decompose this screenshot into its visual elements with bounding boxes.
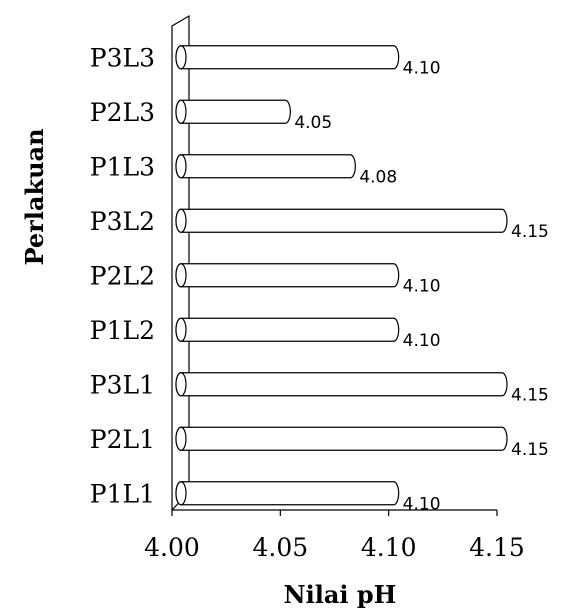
- bar-cap: [175, 481, 187, 506]
- data-label: 4.10: [403, 58, 441, 78]
- bar-cap: [175, 154, 187, 179]
- bar-cap: [175, 263, 187, 288]
- category-label: P3L3: [90, 43, 155, 72]
- data-labels: 4.10 4.15 4.15 4.10 4.10 4.15 4.08 4.05 4.10: [294, 58, 549, 514]
- bar: [175, 99, 291, 124]
- bar: [175, 154, 356, 179]
- data-label: 4.10: [403, 494, 441, 514]
- category-label: P2L2: [90, 261, 155, 290]
- category-label: P3L1: [90, 370, 155, 399]
- bar-cap: [175, 426, 187, 451]
- x-tick-label: 4.10: [361, 533, 417, 562]
- data-label: 4.15: [511, 440, 549, 460]
- bar: [175, 426, 508, 451]
- x-axis-title: Nilai pH: [284, 580, 397, 609]
- category-label: P3L2: [90, 207, 155, 236]
- bar-cap: [175, 45, 187, 70]
- category-labels: P1L1 P2L1 P3L1 P1L2 P2L2 P3L2 P1L3 P2L3 P3L3: [90, 43, 155, 508]
- x-tick-label: 4.15: [469, 533, 525, 562]
- x-tick-label: 4.05: [252, 533, 308, 562]
- bar-cap: [175, 317, 187, 342]
- data-label: 4.10: [403, 276, 441, 296]
- category-label: P2L3: [90, 98, 155, 127]
- x-tick-label: 4.00: [144, 533, 200, 562]
- data-label: 4.10: [403, 331, 441, 351]
- bar: [175, 208, 508, 233]
- bar-cap: [175, 99, 187, 124]
- category-label: P1L2: [90, 316, 155, 345]
- x-axis: 4.00 4.05 4.10 4.15: [144, 509, 525, 562]
- category-label: P1L3: [90, 152, 155, 181]
- bar: [175, 317, 400, 342]
- bar: [175, 481, 400, 506]
- bars: [175, 45, 508, 506]
- data-label: 4.08: [359, 167, 397, 187]
- bar-cap: [175, 208, 187, 233]
- bar: [175, 263, 400, 288]
- bar-cap: [175, 372, 187, 397]
- category-label: P1L1: [90, 479, 155, 508]
- category-label: P2L1: [90, 425, 155, 454]
- data-label: 4.15: [511, 222, 549, 242]
- y-axis-title: Perlakuan: [20, 128, 49, 265]
- bar: [175, 45, 400, 70]
- data-label: 4.15: [511, 385, 549, 405]
- data-label: 4.05: [294, 113, 332, 133]
- bar: [175, 372, 508, 397]
